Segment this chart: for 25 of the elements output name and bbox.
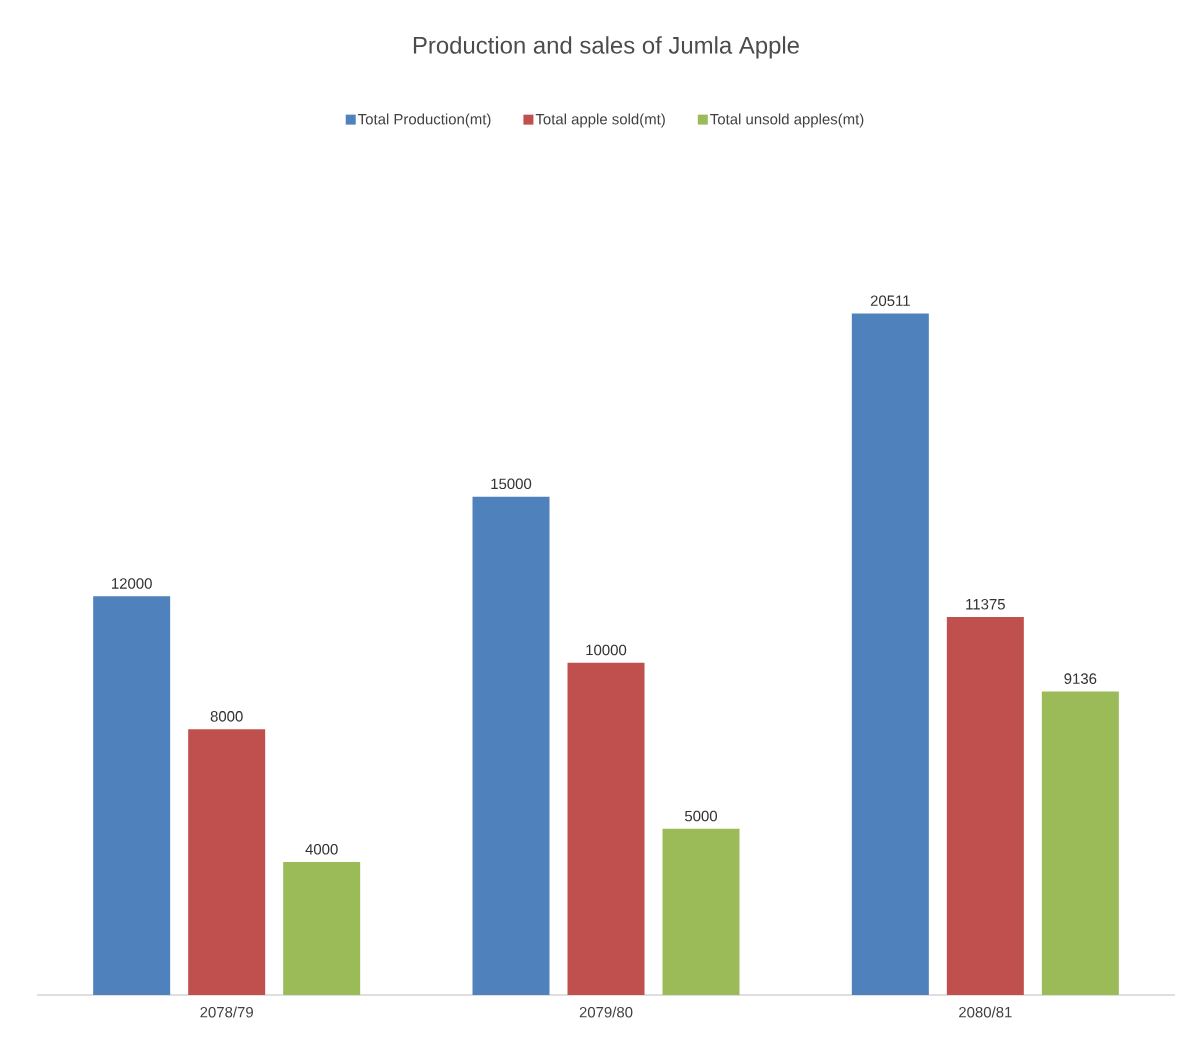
- x-tick-label: 2079/80: [579, 1006, 633, 1018]
- chart-title: Production and sales of Jumla Apple: [413, 36, 799, 59]
- data-label: 15000: [491, 478, 532, 490]
- bar: [93, 596, 171, 995]
- bar: [946, 617, 1024, 995]
- bar: [1041, 691, 1119, 995]
- bar: [567, 662, 645, 995]
- x-tick-label: 2078/79: [200, 1006, 253, 1018]
- data-label: 20511: [870, 295, 910, 307]
- data-label: 4000: [305, 843, 338, 855]
- bar: [188, 729, 266, 995]
- legend-label: Total apple sold(mt): [535, 113, 665, 128]
- data-label: 11375: [966, 598, 1005, 610]
- x-tick-label: 2080/81: [959, 1006, 1012, 1018]
- data-label: 8000: [210, 711, 243, 722]
- data-label: 12000: [112, 578, 152, 589]
- data-label: 5000: [684, 810, 718, 822]
- legend-label: Total Production(mt): [358, 113, 491, 128]
- legend-label: Total unsold apples(mt): [710, 113, 864, 128]
- data-label: 10000: [586, 644, 627, 656]
- bar: [472, 496, 550, 995]
- data-label: 9136: [1064, 673, 1097, 684]
- bar: [283, 862, 361, 995]
- bar: [662, 828, 740, 995]
- bar: [851, 313, 929, 995]
